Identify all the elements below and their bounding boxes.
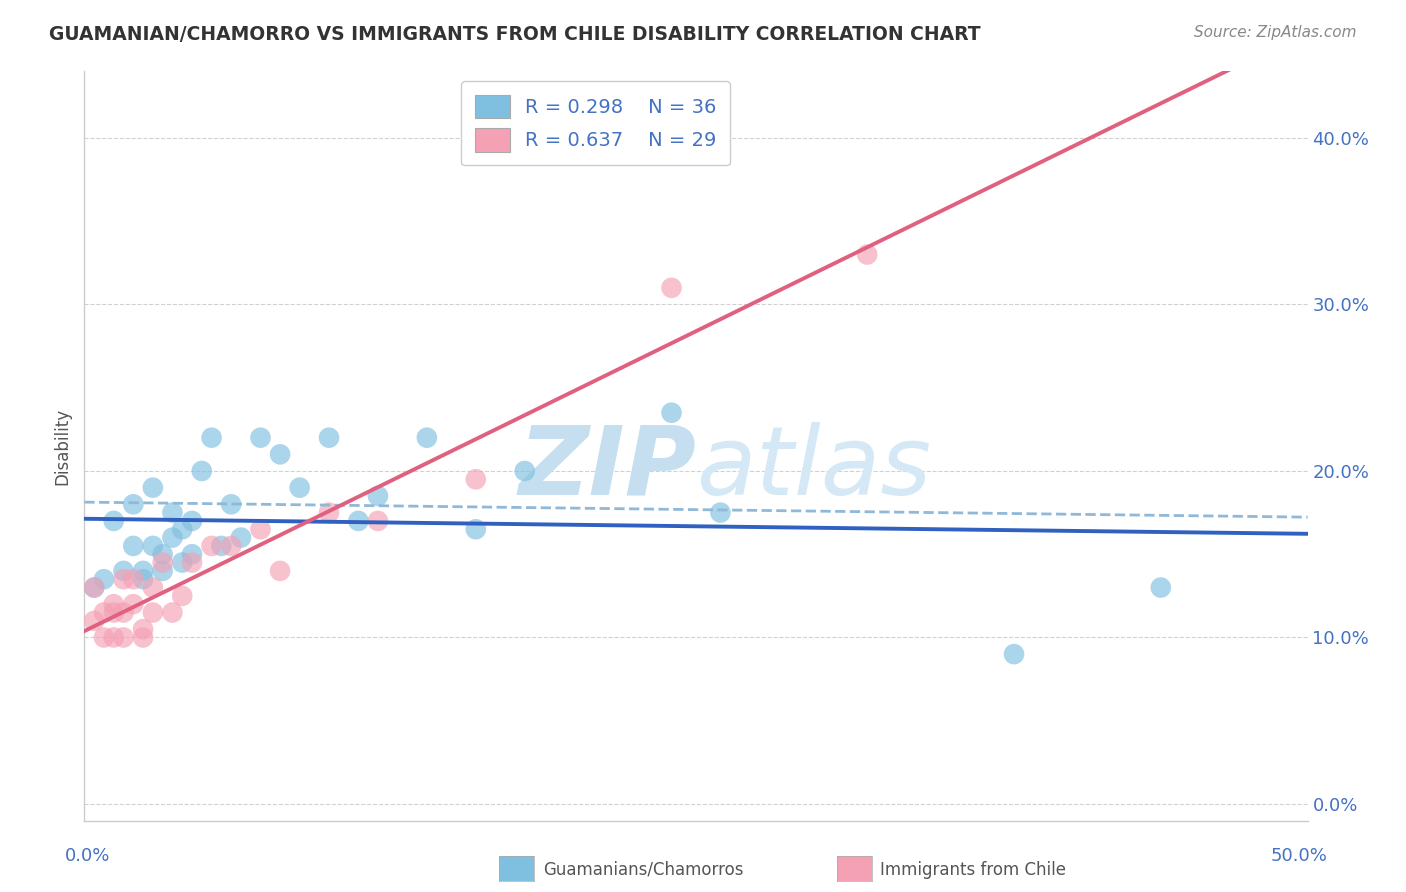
- Point: [367, 489, 389, 503]
- Point: [464, 472, 486, 486]
- Point: [103, 597, 125, 611]
- Point: [172, 556, 194, 570]
- Point: [162, 531, 184, 545]
- Point: [112, 572, 135, 586]
- Point: [93, 631, 115, 645]
- Point: [152, 564, 174, 578]
- Point: [103, 514, 125, 528]
- Legend: R = 0.298    N = 36, R = 0.637    N = 29: R = 0.298 N = 36, R = 0.637 N = 29: [461, 81, 730, 166]
- Point: [112, 606, 135, 620]
- Point: [464, 522, 486, 536]
- Text: atlas: atlas: [696, 422, 931, 515]
- Point: [152, 547, 174, 561]
- Point: [142, 606, 165, 620]
- Y-axis label: Disability: Disability: [53, 408, 72, 484]
- Point: [209, 539, 232, 553]
- Point: [661, 406, 683, 420]
- Point: [132, 564, 155, 578]
- Point: [200, 539, 222, 553]
- Text: GUAMANIAN/CHAMORRO VS IMMIGRANTS FROM CHILE DISABILITY CORRELATION CHART: GUAMANIAN/CHAMORRO VS IMMIGRANTS FROM CH…: [49, 25, 981, 44]
- Point: [513, 464, 536, 478]
- Point: [162, 506, 184, 520]
- Point: [200, 431, 222, 445]
- Point: [112, 564, 135, 578]
- Point: [132, 572, 155, 586]
- Point: [181, 547, 204, 561]
- Point: [172, 589, 194, 603]
- Point: [249, 431, 271, 445]
- Point: [367, 514, 389, 528]
- Point: [219, 497, 242, 511]
- Point: [122, 539, 145, 553]
- Point: [318, 506, 340, 520]
- Text: Immigrants from Chile: Immigrants from Chile: [880, 861, 1066, 879]
- Point: [122, 597, 145, 611]
- Point: [249, 522, 271, 536]
- Point: [181, 556, 204, 570]
- Point: [1150, 581, 1173, 595]
- Point: [93, 572, 115, 586]
- Point: [122, 497, 145, 511]
- Point: [191, 464, 214, 478]
- Point: [661, 281, 683, 295]
- Point: [162, 606, 184, 620]
- Point: [269, 447, 291, 461]
- Point: [416, 431, 439, 445]
- Point: [1002, 647, 1025, 661]
- Point: [229, 531, 252, 545]
- Point: [347, 514, 370, 528]
- Point: [318, 431, 340, 445]
- Point: [112, 631, 135, 645]
- Point: [172, 522, 194, 536]
- Point: [288, 481, 311, 495]
- Text: Guamanians/Chamorros: Guamanians/Chamorros: [543, 861, 744, 879]
- Point: [709, 506, 731, 520]
- Text: Source: ZipAtlas.com: Source: ZipAtlas.com: [1194, 25, 1357, 40]
- Text: ZIP: ZIP: [517, 422, 696, 515]
- Point: [142, 539, 165, 553]
- Point: [93, 606, 115, 620]
- Point: [122, 572, 145, 586]
- Point: [103, 631, 125, 645]
- Text: 50.0%: 50.0%: [1270, 847, 1327, 865]
- Point: [269, 564, 291, 578]
- Text: 0.0%: 0.0%: [65, 847, 110, 865]
- Point: [83, 581, 105, 595]
- Point: [142, 481, 165, 495]
- Point: [83, 614, 105, 628]
- Point: [132, 622, 155, 636]
- Point: [152, 556, 174, 570]
- Point: [103, 606, 125, 620]
- Point: [132, 631, 155, 645]
- Point: [142, 581, 165, 595]
- Point: [83, 581, 105, 595]
- Point: [181, 514, 204, 528]
- Point: [219, 539, 242, 553]
- Point: [856, 247, 879, 261]
